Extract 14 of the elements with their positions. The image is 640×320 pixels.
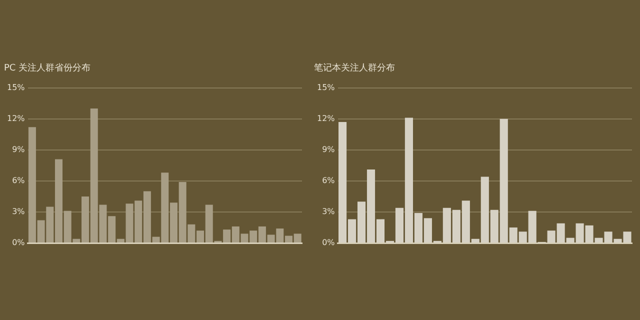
y-tick-label: 0% <box>12 238 26 248</box>
y-tick-label: 12% <box>317 114 336 123</box>
y-tick-label: 15% <box>317 82 336 92</box>
y-tick-label: 12% <box>7 114 26 123</box>
y-tick-label: 9% <box>322 144 336 154</box>
y-tick-label: 6% <box>322 176 336 185</box>
y-tick-label: 3% <box>322 207 336 216</box>
chart-title: 笔记本关注人群分布 <box>314 62 395 74</box>
y-tick-label: 0% <box>322 238 336 248</box>
chart-title: PC 关注人群省份分布 <box>4 62 91 74</box>
y-tick-label: 15% <box>7 82 26 92</box>
y-tick-label: 6% <box>12 176 26 185</box>
y-tick-label: 3% <box>12 207 26 216</box>
y-tick-label: 9% <box>12 144 26 154</box>
